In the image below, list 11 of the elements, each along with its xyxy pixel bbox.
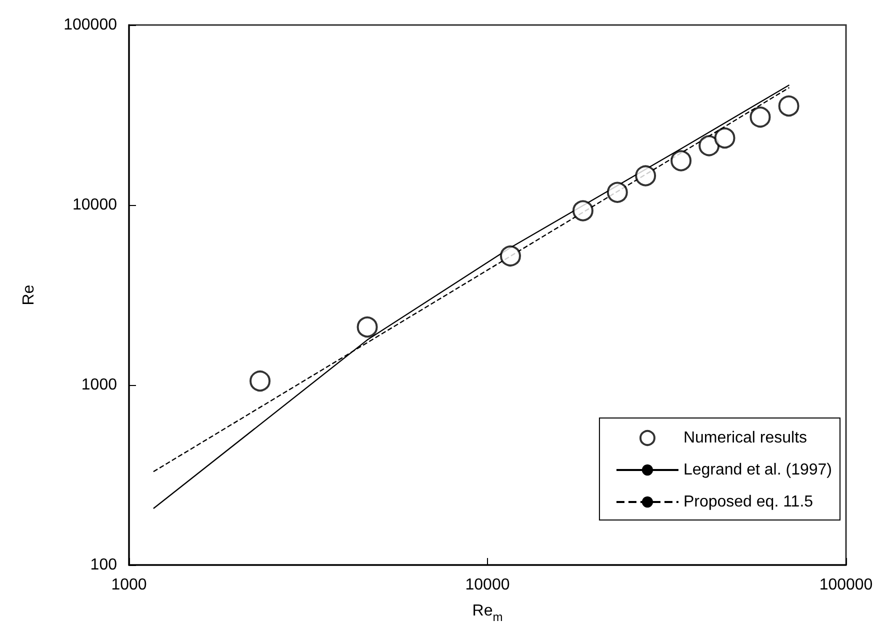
- y-tick-label: 100: [90, 556, 118, 574]
- x-tick-label: 10000: [465, 576, 510, 594]
- x-tick-label: 1000: [111, 576, 147, 594]
- y-axis-title: Re: [20, 284, 38, 306]
- legend-label: Proposed eq. 11.5: [683, 494, 814, 510]
- legend-label: Legrand et al. (1997): [683, 462, 832, 478]
- legend-label: Numerical results: [683, 430, 808, 446]
- y-tick-label: 10000: [72, 196, 118, 214]
- y-tick-label: 1000: [81, 376, 118, 394]
- x-tick-label: 100000: [819, 576, 873, 594]
- y-tick-label: 100000: [64, 16, 118, 34]
